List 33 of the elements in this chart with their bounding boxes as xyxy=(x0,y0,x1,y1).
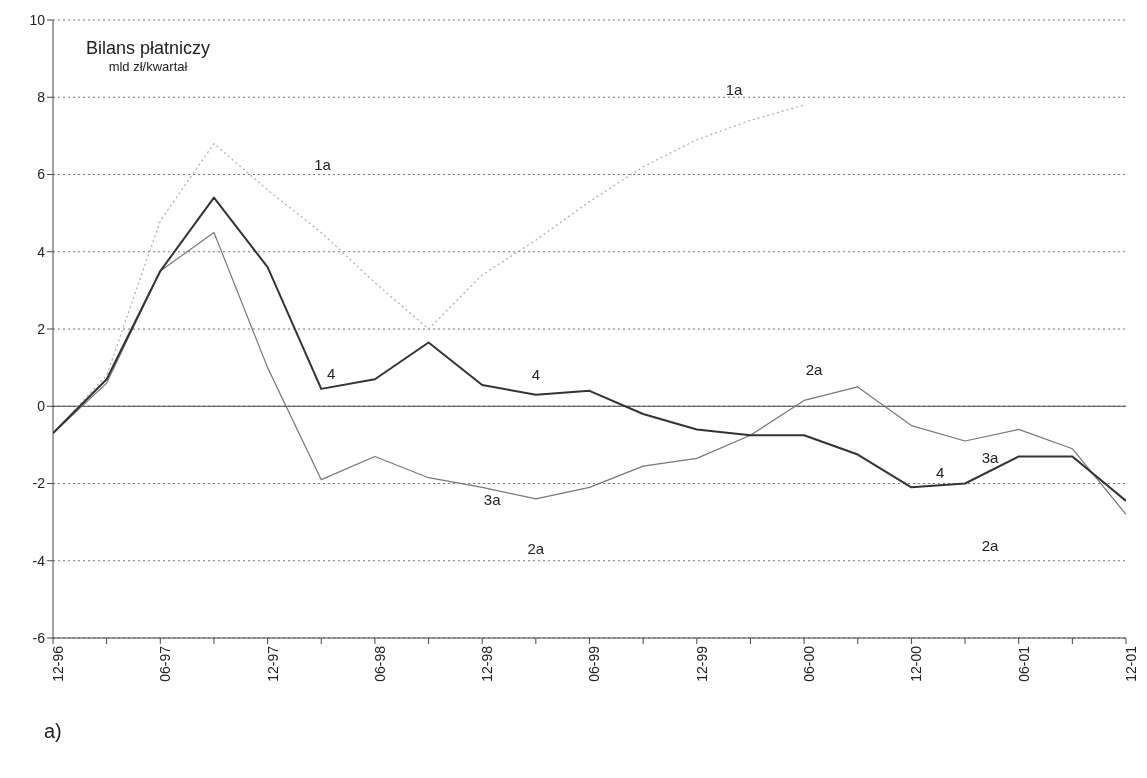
text: 4 xyxy=(531,365,541,383)
x-tick-label: 12-01 xyxy=(1122,645,1139,682)
x-tick-label: 06-99 xyxy=(586,645,603,682)
x-tick-label: 06-97 xyxy=(157,645,174,682)
x-tick-label: 06-01 xyxy=(1015,645,1032,682)
text: Bilans płatniczy xyxy=(86,38,211,59)
y-tick-label: -6 xyxy=(32,629,46,646)
y-tick-label: 0 xyxy=(37,398,46,415)
y-tick-label: 10 xyxy=(29,11,46,28)
x-tick-label: 12-97 xyxy=(264,645,281,682)
text: a) xyxy=(44,720,62,743)
x-tick-label: 06-00 xyxy=(801,645,818,682)
text: 1a xyxy=(314,155,331,173)
annotation: 2a xyxy=(805,361,824,379)
y-tick-label: 8 xyxy=(37,89,46,106)
x-tick-label: 12-00 xyxy=(908,645,925,682)
series-label: 4 xyxy=(327,364,336,382)
text: 3a xyxy=(981,449,999,467)
series-label: 1a xyxy=(725,80,744,98)
annotation: 2a xyxy=(527,539,545,557)
annotation: 2a xyxy=(981,537,1000,555)
y-tick-label: 2 xyxy=(37,320,46,337)
series-label: 3a xyxy=(483,491,502,509)
y-tick-label: 6 xyxy=(37,166,46,183)
text: mld zł/kwartał xyxy=(107,59,189,74)
y-tick-label: -2 xyxy=(32,475,46,492)
y-tick-label: 4 xyxy=(37,243,46,260)
text: 4 xyxy=(935,463,945,481)
x-tick-label: 12-98 xyxy=(479,645,496,682)
x-tick-label: 12-96 xyxy=(49,645,66,682)
x-tick-label: 12-99 xyxy=(693,645,710,682)
y-tick-label: -4 xyxy=(32,552,46,569)
x-tick-label: 06-98 xyxy=(371,645,388,682)
